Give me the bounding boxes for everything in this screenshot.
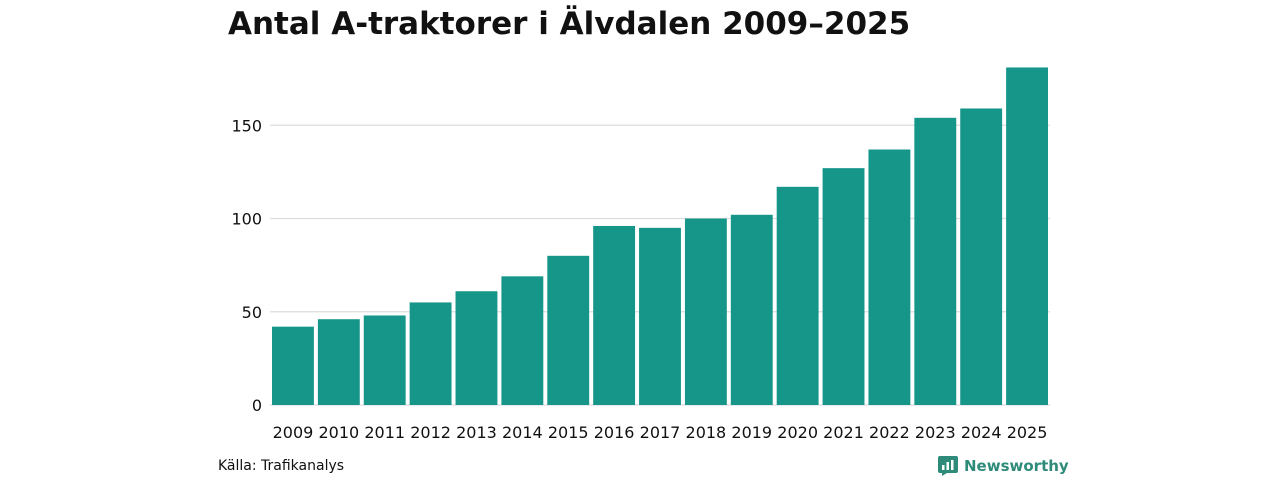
- x-tick-label: 2019: [731, 423, 772, 442]
- brand-logo: Newsworthy: [938, 456, 1069, 476]
- x-tick-label: 2018: [686, 423, 727, 442]
- x-tick-label: 2009: [273, 423, 314, 442]
- bar-2010: [317, 319, 360, 405]
- x-tick-label: 2024: [961, 423, 1002, 442]
- newsworthy-logo-icon: [938, 456, 958, 476]
- x-tick-label: 2022: [869, 423, 910, 442]
- x-tick-label: 2013: [456, 423, 497, 442]
- bar-2009: [272, 326, 314, 405]
- x-tick-label: 2015: [548, 423, 589, 442]
- bar-2020: [776, 186, 819, 405]
- source-label: Källa: Trafikanalys: [218, 458, 345, 474]
- bar-2018: [684, 218, 727, 405]
- bar-2017: [639, 227, 681, 405]
- brand-name: Newsworthy: [964, 457, 1069, 475]
- bar-2014: [501, 276, 544, 405]
- bar-2012: [409, 302, 452, 405]
- x-tick-label: 2025: [1007, 423, 1048, 442]
- x-tick-label: 2016: [594, 423, 635, 442]
- x-tick-label: 2011: [364, 423, 405, 442]
- x-tick-label: 2012: [410, 423, 451, 442]
- x-axis-ticks: 2009 2010 2011 2012 2013 2014 2015 2016 2017 2018…: [273, 423, 1048, 442]
- bar-2023: [914, 117, 957, 405]
- bar-2013: [455, 291, 498, 405]
- bar-2024: [960, 108, 1003, 406]
- x-tick-label: 2020: [777, 423, 818, 442]
- x-tick-label: 2023: [915, 423, 956, 442]
- x-tick-label: 2010: [318, 423, 359, 442]
- x-tick-label: 2017: [640, 423, 681, 442]
- y-tick-label: 0: [252, 396, 262, 415]
- chart-title: Antal A-traktorer i Älvdalen 2009–2025: [228, 6, 911, 42]
- x-tick-label: 2014: [502, 423, 543, 442]
- y-tick-label: 100: [231, 210, 262, 229]
- bar-2016: [593, 225, 636, 405]
- x-tick-label: 2021: [823, 423, 864, 442]
- bars: [272, 67, 1048, 406]
- bar-2011: [363, 315, 406, 405]
- bar-2021: [822, 168, 865, 405]
- bar-2025: [1006, 67, 1048, 405]
- y-axis-ticks: 0 50 100 150: [231, 116, 262, 415]
- bar-2019: [730, 214, 773, 405]
- y-tick-label: 150: [231, 116, 262, 135]
- y-tick-label: 50: [242, 303, 262, 322]
- bar-2015: [547, 255, 590, 405]
- bar-2022: [868, 149, 911, 405]
